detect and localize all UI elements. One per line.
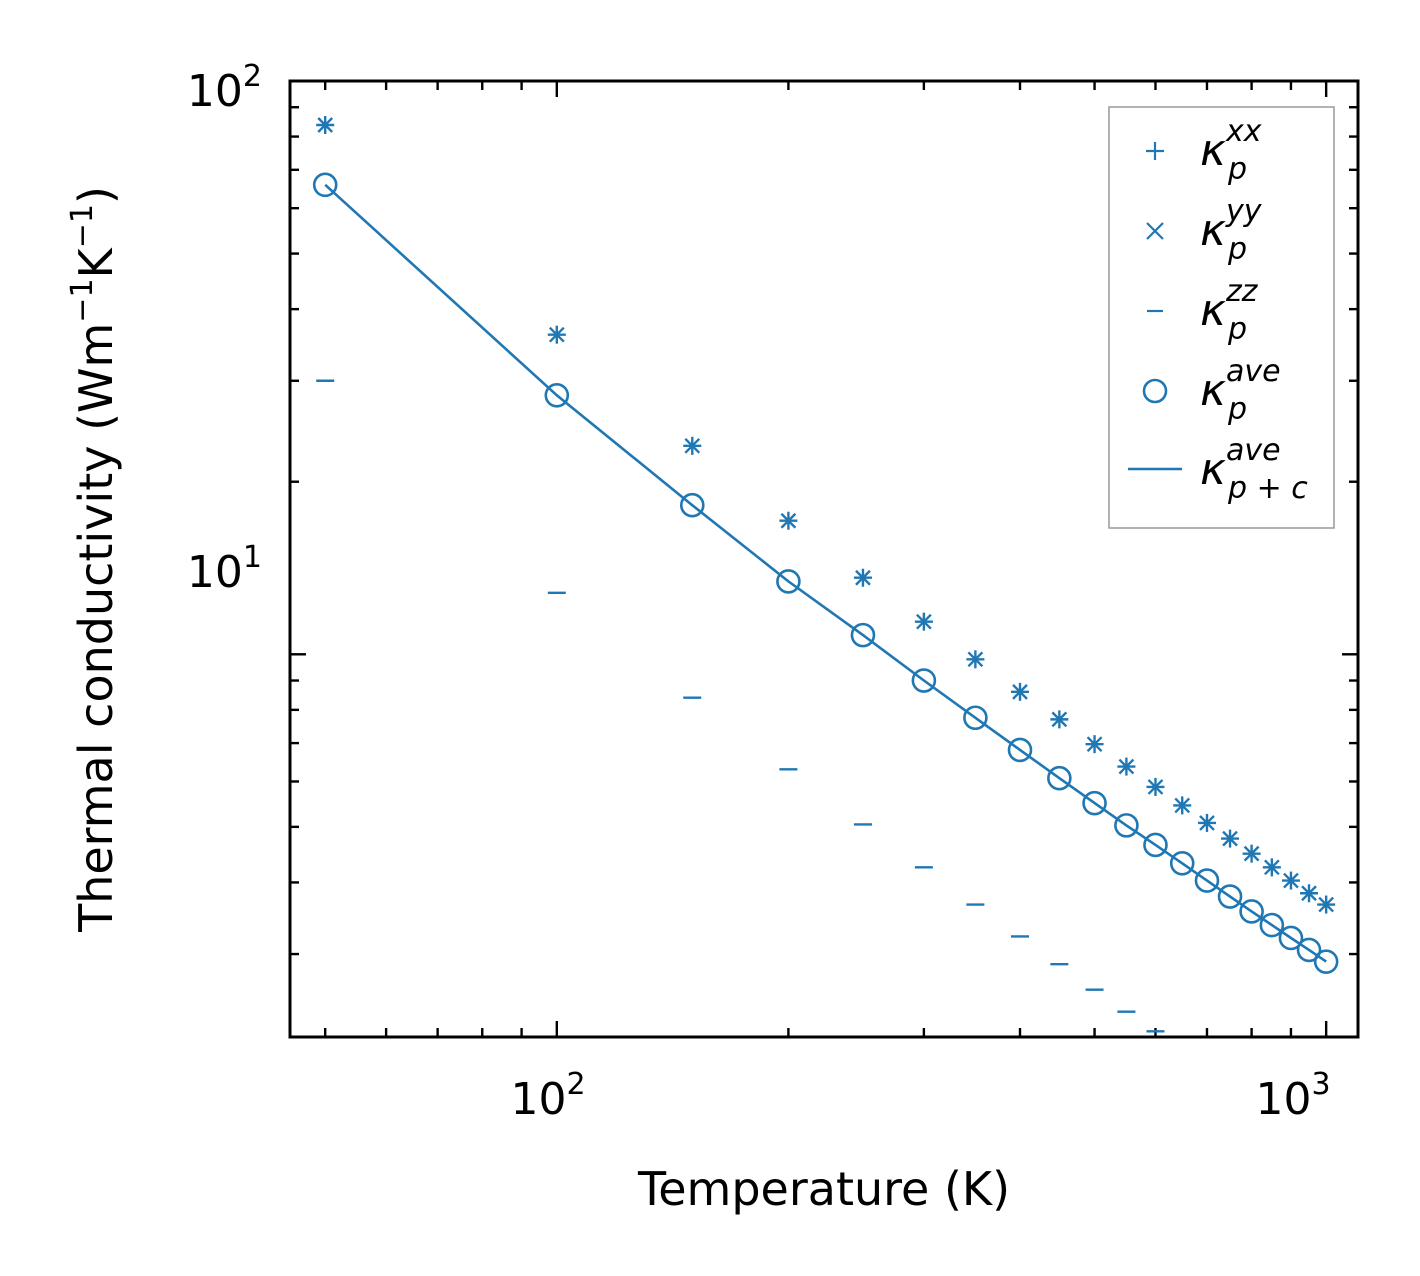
legend-entry-kyy: κyy p <box>1146 194 1263 267</box>
x-marker-b <box>1012 683 1028 700</box>
data-point-kave-500 <box>1082 790 1107 816</box>
x-marker-b <box>1174 797 1191 814</box>
x-axis-label: Temperature (K) <box>637 1162 1010 1216</box>
x-marker-b <box>1264 859 1280 876</box>
x-marker-b <box>684 437 701 454</box>
x-marker-b <box>1318 896 1335 913</box>
data-point-kave-350 <box>963 705 988 731</box>
data-point-kave-100 <box>544 382 570 408</box>
data-point-kyy-850 <box>1264 859 1280 876</box>
x-marker-b <box>855 569 871 586</box>
x-marker-b <box>1283 872 1299 889</box>
legend-frame <box>1108 106 1335 529</box>
x-marker-b <box>1301 885 1317 902</box>
series-line-kave_pc <box>324 183 1327 963</box>
data-point-kyy-50 <box>317 117 334 133</box>
legend-marker-x <box>1146 222 1164 240</box>
data-point-kave-650 <box>1169 850 1195 876</box>
data-point-kave-600 <box>1143 832 1168 858</box>
data-point-kave-250 <box>850 622 876 648</box>
x-tick-label-1000: 103 <box>1255 1067 1330 1125</box>
data-point-kyy-750 <box>1222 830 1238 847</box>
data-point-kave-150 <box>679 492 705 518</box>
series-kave_pc <box>324 183 1327 963</box>
x-marker-b <box>1086 736 1103 753</box>
x-marker-b <box>317 117 334 133</box>
data-point-kyy-250 <box>855 569 871 586</box>
data-point-kyy-700 <box>1199 815 1215 831</box>
x-marker-b <box>1199 815 1215 831</box>
data-point-kyy-550 <box>1118 758 1135 775</box>
data-point-kave-50 <box>312 172 338 198</box>
data-point-kyy-900 <box>1283 872 1299 889</box>
x-marker-b <box>1147 779 1164 795</box>
x-marker-b <box>1222 830 1238 847</box>
data-point-kyy-650 <box>1174 797 1191 814</box>
legend: κxx p κyy p κzz p κave p κave p + c <box>1108 106 1335 529</box>
legend-entry-kxx: κxx p <box>1146 114 1262 187</box>
data-point-kyy-400 <box>1012 683 1028 700</box>
data-point-kyy-200 <box>780 512 797 529</box>
data-point-kave-800 <box>1239 899 1264 924</box>
data-point-kave-900 <box>1278 925 1304 951</box>
legend-label-kyy: κyy p <box>1200 194 1263 267</box>
series-kyy <box>317 117 1335 913</box>
x-marker-b <box>916 613 932 630</box>
data-point-kave-400 <box>1007 737 1033 763</box>
data-point-kyy-600 <box>1147 779 1164 795</box>
x-marker-b <box>967 651 984 668</box>
data-point-kyy-1000 <box>1318 896 1335 913</box>
data-point-kyy-100 <box>548 326 565 343</box>
y-tick-label-100: 102 <box>187 59 262 117</box>
data-point-kave-300 <box>911 668 937 693</box>
y-axis-label: Thermal conductivity (Wm−1K−1) <box>65 186 123 933</box>
data-point-kyy-800 <box>1243 845 1260 862</box>
data-point-kave-850 <box>1259 912 1285 938</box>
legend-marker-circle <box>1142 378 1168 404</box>
data-point-kave-200 <box>776 569 801 594</box>
data-point-kyy-150 <box>684 437 701 454</box>
x-tick-label-100: 102 <box>510 1067 585 1125</box>
data-point-kave-550 <box>1114 813 1139 838</box>
series-kave <box>312 172 1339 974</box>
legend-label-kave: κave p <box>1200 354 1281 427</box>
legend-entry-kzz: κzz p <box>1147 274 1259 347</box>
x-marker-b <box>1051 711 1068 728</box>
legend-label-kxx: κxx p <box>1200 114 1262 187</box>
data-point-kyy-450 <box>1051 711 1068 728</box>
data-point-kave-950 <box>1296 937 1322 963</box>
data-point-kyy-300 <box>916 613 932 630</box>
plot-frame <box>288 79 1360 1039</box>
legend-label-kave-pc: κave p + c <box>1200 433 1308 506</box>
data-point-kave-1000 <box>1313 949 1339 974</box>
data-series <box>312 116 1339 1033</box>
data-point-kyy-950 <box>1301 885 1317 902</box>
series-kzz <box>316 379 1165 1033</box>
data-point-kyy-350 <box>967 651 984 668</box>
data-point-kave-750 <box>1217 884 1243 909</box>
legend-marker-plus <box>1146 142 1164 160</box>
data-point-kyy-500 <box>1086 736 1103 753</box>
x-marker-b <box>1118 758 1135 775</box>
x-marker-b <box>1243 845 1260 862</box>
legend-entry-kave-pc: κave p + c <box>1128 433 1308 506</box>
legend-entry-kave: κave p <box>1142 354 1281 427</box>
data-point-kave-700 <box>1194 868 1220 893</box>
x-marker-b <box>548 326 565 343</box>
x-marker-b <box>780 512 797 529</box>
legend-label-kzz: κzz p <box>1200 274 1259 347</box>
y-tick-label-10: 101 <box>187 540 262 598</box>
data-point-kave-450 <box>1047 765 1072 791</box>
